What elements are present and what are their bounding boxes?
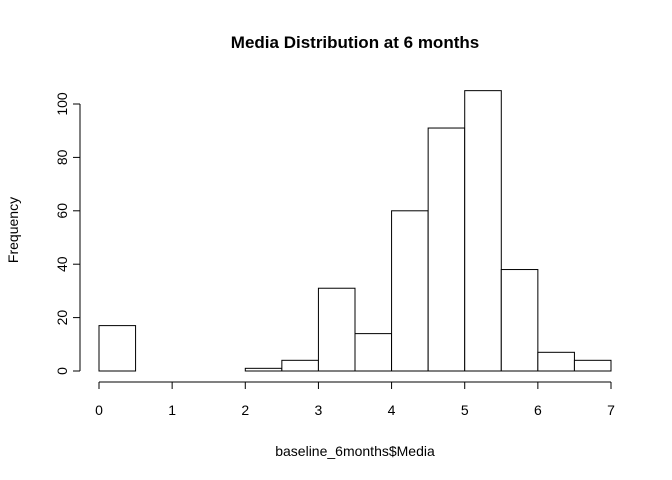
x-axis-label: baseline_6months$Media [275, 443, 435, 459]
x-tick-label-3: 3 [315, 402, 323, 418]
x-tick-label-1: 1 [168, 402, 176, 418]
x-axis: 0 1 2 3 4 5 6 7 [95, 381, 615, 418]
histogram-bar-12 [537, 351, 575, 372]
y-tick-label-2: 40 [54, 256, 70, 272]
histogram-bar-13 [573, 359, 612, 372]
histogram-bar-8 [391, 210, 429, 372]
x-tick-label-6: 6 [534, 402, 542, 418]
histogram-bar-11 [500, 269, 539, 372]
x-tick-label-5: 5 [461, 402, 469, 418]
histogram-bar-0 [98, 325, 137, 372]
bars-group [98, 90, 612, 372]
y-axis-label: Frequency [5, 197, 21, 263]
histogram-bar-7 [354, 333, 393, 372]
histogram-bar-9 [427, 127, 466, 372]
x-tick-label-7: 7 [607, 402, 615, 418]
histogram-bar-4 [244, 367, 283, 372]
x-tick-label-2: 2 [241, 402, 249, 418]
y-tick-label-5: 100 [54, 92, 70, 116]
histogram-bar-6 [317, 287, 356, 372]
x-tick-label-4: 4 [388, 402, 396, 418]
chart-title: Media Distribution at 6 months [231, 33, 479, 52]
histogram-bar-10 [464, 90, 502, 372]
y-tick-label-4: 80 [54, 149, 70, 165]
y-tick-label-1: 20 [54, 310, 70, 326]
y-tick-label-0: 0 [54, 367, 70, 375]
y-tick-label-3: 60 [54, 203, 70, 219]
histogram-bar-5 [281, 359, 319, 372]
y-axis: 0 20 40 60 80 100 [54, 92, 81, 375]
x-tick-label-0: 0 [95, 402, 103, 418]
